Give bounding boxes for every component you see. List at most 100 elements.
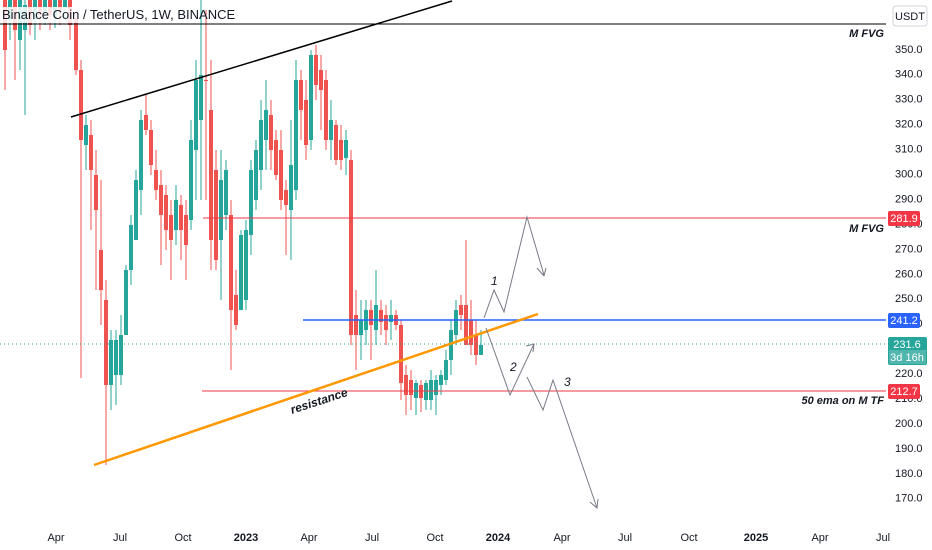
- candle-body: [409, 380, 413, 395]
- candle-body: [344, 140, 348, 158]
- price-tick-label: 190.0: [895, 443, 923, 455]
- candle-body: [269, 115, 273, 150]
- price-tick-label: 220.0: [895, 368, 923, 380]
- candle-body: [359, 320, 363, 335]
- projection-path-1: [483, 215, 545, 319]
- candle-body: [464, 305, 468, 345]
- candle-body: [43, 0, 47, 12]
- price-tick-label: 330.0: [895, 94, 923, 106]
- price-tick-label: 300.0: [895, 169, 923, 181]
- candle-body: [58, 0, 62, 10]
- candle-body: [189, 140, 193, 220]
- currency-unit-label: USDT: [895, 11, 925, 23]
- candle-body: [239, 235, 243, 310]
- projection-path-3: [526, 376, 598, 509]
- candle-body: [104, 300, 108, 385]
- price-axis[interactable]: [886, 0, 932, 550]
- wave-label-1: 1: [491, 274, 498, 288]
- time-tick-label: Oct: [174, 532, 191, 544]
- candle-body: [439, 375, 443, 385]
- candle-body: [384, 315, 388, 330]
- price-tick-label: 260.0: [895, 268, 923, 280]
- candle-body: [259, 120, 263, 170]
- ema-price-badge: [888, 384, 920, 399]
- candle-body: [374, 305, 378, 330]
- candle-body: [274, 140, 278, 175]
- candle-body: [79, 70, 83, 140]
- candle-body: [334, 125, 338, 160]
- candle-body: [219, 180, 223, 240]
- candle-body: [379, 310, 383, 322]
- candle-body: [114, 340, 118, 375]
- title-backdrop: [0, 7, 186, 23]
- candle-body: [249, 170, 253, 235]
- wave-label-2: 2: [509, 360, 517, 374]
- time-tick-label: Jul: [876, 532, 890, 544]
- time-tick-label: 2023: [234, 532, 258, 544]
- candle-body: [144, 115, 148, 130]
- time-tick-label: Oct: [426, 532, 443, 544]
- candle-body: [154, 170, 158, 190]
- wave-label-3: 3: [564, 375, 571, 389]
- price-tick-label: 340.0: [895, 69, 923, 81]
- price-tick-label: 250.0: [895, 293, 923, 305]
- time-tick-label: 2024: [486, 532, 511, 544]
- candle-body: [229, 215, 233, 310]
- candle-body: [309, 55, 313, 140]
- candle-body: [129, 225, 133, 270]
- fvg-price-badge: [888, 211, 920, 226]
- candle-body: [299, 80, 303, 110]
- candle-body: [134, 180, 138, 240]
- candle-body: [319, 70, 323, 90]
- current-price-badge: [888, 337, 927, 365]
- candle-body: [169, 215, 173, 240]
- candle-body: [139, 120, 143, 190]
- time-tick-label: Apr: [47, 532, 64, 544]
- top-fvg-label: M FVG: [849, 28, 884, 40]
- candle-body: [449, 330, 453, 360]
- price-tick-label: 200.0: [895, 418, 923, 430]
- countdown-text: 3d 16h: [890, 352, 924, 364]
- candle-body: [109, 340, 113, 385]
- time-tick-label: 2025: [744, 532, 768, 544]
- symbol-title[interactable]: Binance Coin / TetherUS, 1W, BINANCE: [2, 7, 235, 22]
- candle-body: [294, 80, 298, 190]
- price-tick-label: 320.0: [895, 119, 923, 131]
- candle-body: [174, 200, 178, 230]
- candle-body: [479, 345, 483, 355]
- projection-arrowhead-2: [525, 343, 535, 353]
- projection-arrowhead-1b: [543, 267, 547, 277]
- candle-body: [324, 80, 328, 140]
- candle-body: [389, 315, 393, 322]
- candle-body: [314, 55, 318, 85]
- ema-price-badge-text: 212.7: [890, 386, 918, 398]
- ema-label: 50 ema on M TF: [801, 395, 884, 407]
- price-tick-label: 290.0: [895, 193, 923, 205]
- candle-body: [99, 250, 103, 290]
- candle-body: [199, 75, 203, 120]
- price-tick-label: 170.0: [895, 493, 923, 505]
- price-tick-label: 180.0: [895, 468, 923, 480]
- candle-body: [459, 305, 463, 315]
- candle-body: [84, 125, 88, 145]
- projection-arrowhead-1: [536, 267, 545, 277]
- candle-body: [429, 380, 433, 400]
- candle-body: [279, 150, 283, 200]
- candle-body: [339, 140, 343, 160]
- time-tick-label: Apr: [811, 532, 828, 544]
- time-axis[interactable]: Apr Jul Oct 2023 Apr Jul Oct 2024 Apr Jul Oct 2025 A…: [47, 532, 890, 544]
- candle-body: [434, 380, 438, 395]
- candles-series: [3, 0, 483, 465]
- blue-price-badge: [888, 313, 920, 328]
- currency-unit-button[interactable]: [892, 5, 928, 27]
- upper-trendline: [70, 0, 453, 118]
- candle-body: [3, 0, 7, 50]
- candle-body: [204, 80, 208, 81]
- candle-body: [354, 315, 358, 335]
- candle-body: [289, 165, 293, 210]
- candle-body: [209, 110, 213, 240]
- candle-body: [234, 295, 238, 325]
- candle-body: [369, 310, 373, 325]
- candle-body: [224, 170, 228, 215]
